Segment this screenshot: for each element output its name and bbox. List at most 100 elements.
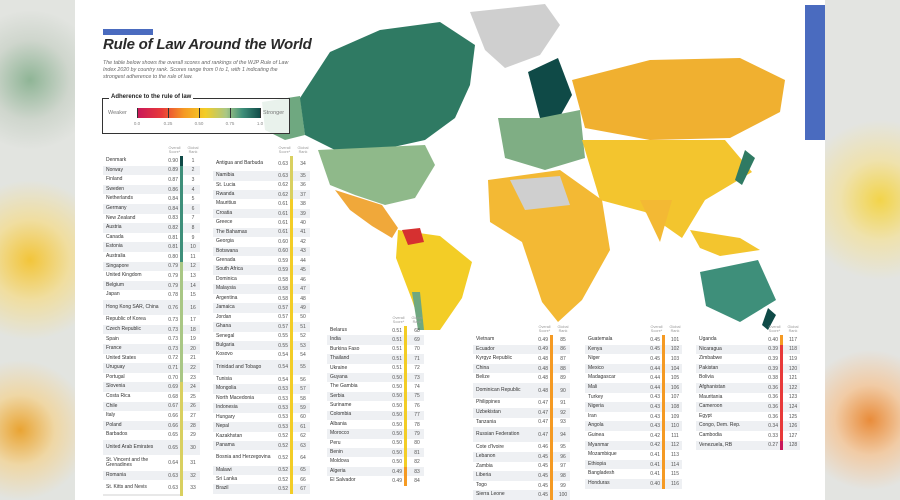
score-color-bar (780, 335, 783, 345)
global-rank: 54 (300, 352, 306, 359)
global-rank: 96 (560, 453, 566, 460)
table-row: Belize 0.48 89 (473, 373, 570, 383)
score-color-bar (180, 213, 183, 224)
overall-score: 0.46 (538, 444, 548, 451)
overall-score: 0.61 (278, 229, 288, 236)
score-color-bar (550, 490, 553, 500)
map-sahara (510, 176, 570, 210)
score-color-bar (662, 421, 665, 431)
overall-score: 0.63 (168, 472, 178, 479)
score-color-bar (662, 382, 665, 393)
global-rank: 47 (300, 286, 306, 293)
global-rank: 74 (414, 384, 420, 391)
score-color-bar (290, 431, 293, 442)
table-row: Kosovo 0.54 54 (213, 350, 310, 360)
table-row: Bulgaria 0.55 53 (213, 340, 310, 351)
score-color-bar (780, 392, 783, 403)
country-name: Niger (588, 355, 600, 362)
score-color-bar (404, 457, 407, 467)
score-color-bar (180, 455, 183, 471)
country-name: Costa Rica (106, 393, 131, 400)
score-color-bar (550, 461, 553, 472)
score-color-bar (404, 466, 407, 477)
global-rank: 102 (670, 346, 680, 353)
table-row: Denmark 0.90 1 (103, 156, 200, 166)
country-name: Rwanda (216, 190, 235, 197)
global-rank: 103 (670, 355, 680, 362)
global-rank: 124 (788, 403, 798, 410)
country-name: Panama (216, 442, 235, 448)
overall-score: 0.78 (168, 292, 178, 299)
score-color-bar (404, 363, 407, 373)
global-rank: 22 (190, 365, 196, 372)
score-color-bar (550, 373, 553, 383)
global-rank: 123 (788, 394, 798, 401)
country-name: Slovenia (106, 383, 126, 390)
global-rank: 62 (300, 433, 306, 440)
score-color-bar (404, 382, 407, 392)
legend-tick-label: 0.50 (194, 121, 204, 126)
overall-score: 0.40 (768, 336, 778, 343)
score-color-bar (780, 421, 783, 431)
country-name: New Zealand (106, 214, 136, 221)
source-footnote (103, 494, 183, 496)
global-rank: 51 (300, 323, 306, 330)
table-row: Egypt 0.36 125 (696, 411, 800, 422)
overall-score: 0.82 (168, 224, 178, 231)
score-color-bar (290, 422, 293, 432)
global-rank: 39 (300, 210, 306, 217)
overall-score: 0.61 (278, 201, 288, 208)
table-row: Italy 0.66 27 (103, 411, 200, 421)
overall-score: 0.47 (538, 409, 548, 416)
global-rank: 68 (414, 327, 420, 334)
background-blur-right (820, 0, 900, 500)
table-row: Botswana 0.60 43 (213, 246, 310, 257)
overall-score: 0.39 (768, 365, 778, 372)
score-header: Overall Score* (278, 146, 291, 154)
country-name: Ukraine (330, 364, 348, 371)
global-rank: 63 (300, 442, 306, 449)
global-rank: 90 (560, 387, 566, 394)
table-row: Kenya 0.45 102 (585, 344, 682, 355)
overall-score: 0.45 (650, 355, 660, 362)
score-color-bar (662, 363, 665, 374)
table-body: Denmark 0.90 1 Norway 0.89 2 Finland 0.87 3 Swede… (103, 156, 200, 496)
table-row: Bangladesh 0.41 115 (585, 469, 682, 479)
ranking-table-6: Overall Score* Global Rank Uganda 0.40 117 Ni… (696, 325, 800, 451)
score-color-bar (662, 469, 665, 479)
overall-score: 0.36 (768, 413, 778, 420)
score-color-bar (290, 412, 293, 423)
country-name: Kazakhstan (216, 432, 243, 439)
overall-score: 0.51 (392, 337, 402, 344)
overall-score: 0.63 (168, 484, 178, 491)
score-color-bar (404, 429, 407, 439)
country-name: St. Kitts and Nevis (106, 484, 147, 491)
country-name: Bosnia and Herzegovina (216, 454, 271, 461)
global-rank: 18 (190, 326, 196, 333)
score-color-bar (290, 331, 293, 341)
country-name: Zimbabwe (699, 355, 723, 362)
country-name: St. Vincent and the Grenadines (106, 456, 149, 469)
global-rank: 85 (560, 336, 566, 343)
overall-score: 0.53 (278, 414, 288, 421)
global-rank: 101 (670, 336, 680, 343)
overall-score: 0.66 (168, 422, 178, 429)
map-usa (318, 145, 435, 205)
overall-score: 0.45 (538, 473, 548, 480)
country-name: Mauritania (699, 393, 723, 400)
country-name: Bolivia (699, 374, 714, 381)
overall-score: 0.47 (538, 400, 548, 407)
table-row: Lebanon 0.45 96 (473, 452, 570, 462)
score-color-bar (780, 354, 783, 364)
table-row: Serbia 0.50 75 (327, 391, 424, 402)
map-southeast-asia (690, 230, 760, 256)
country-name: United States (106, 354, 137, 361)
legend-tick-label: 0.0 (133, 121, 141, 126)
country-name: Brazil (216, 485, 229, 492)
table-body: Uganda 0.40 117 Nicaragua 0.39 118 Zimbabwe 0.3… (696, 335, 800, 451)
country-name: Zambia (476, 462, 493, 469)
table-row: Dominican Republic 0.48 90 (473, 382, 570, 399)
country-name: Kyrgyz Republic (476, 355, 513, 362)
global-rank: 89 (560, 375, 566, 382)
score-color-bar (404, 476, 407, 486)
